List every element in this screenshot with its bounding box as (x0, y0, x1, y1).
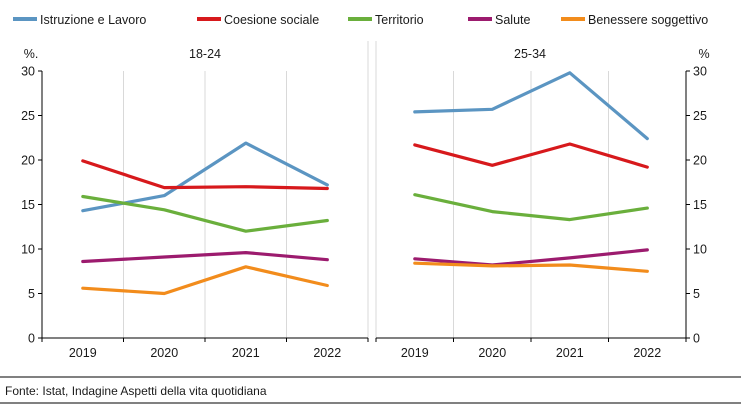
legend: Istruzione e Lavoro Coesione sociale Terri… (13, 13, 708, 27)
y-tick-label: 30 (21, 65, 35, 79)
legend-label-salute: Salute (495, 13, 530, 27)
x-tick-label: 2019 (401, 346, 429, 360)
series-line-coesione-sociale (413, 142, 649, 169)
panel-title: 18-24 (189, 47, 221, 61)
y-tick-label: 0 (693, 332, 700, 346)
y-axis-unit: % (698, 47, 709, 61)
panel-25-34: 0 5 10 15 20 25 30 2019 2020 2021 2022% 25-34 (375, 41, 710, 360)
series-line-benessere-soggettivo (81, 265, 329, 296)
y-axis-unit: %. (24, 47, 39, 61)
x-tick-label: 2021 (556, 346, 584, 360)
y-tick-label: 0 (28, 332, 35, 346)
panel-title: 25-34 (514, 47, 546, 61)
x-tick-label: 2020 (478, 346, 506, 360)
legend-label-benessere-soggettivo: Benessere soggettivo (588, 13, 708, 27)
x-tick-label: 2022 (313, 346, 341, 360)
x-tick-label: 2021 (232, 346, 260, 360)
series-line-territorio (81, 194, 329, 233)
series-line-salute (413, 248, 649, 267)
y-tick-label: 30 (693, 65, 707, 79)
x-tick-label: 2020 (150, 346, 178, 360)
y-tick-label: 15 (21, 198, 35, 212)
y-tick-label: 25 (693, 109, 707, 123)
y-tick-label: 25 (21, 109, 35, 123)
y-tick-label: 20 (693, 154, 707, 168)
y-tick-label: 15 (693, 198, 707, 212)
y-tick-label: 5 (28, 287, 35, 301)
legend-label-coesione-sociale: Coesione sociale (224, 13, 319, 27)
x-tick-label: 2019 (69, 346, 97, 360)
x-tick-label: 2022 (633, 346, 661, 360)
legend-label-territorio: Territorio (375, 13, 424, 27)
panel-18-24: 0 5 10 15 20 25 30 2019 2020 2021 2022%. 18-24 (21, 41, 369, 360)
series-line-benessere-soggettivo (413, 261, 649, 273)
chart-panels: 0 5 10 15 20 25 30 2019 2020 2021 2022%. 18-24 0 5 10 1… (21, 41, 710, 360)
y-tick-label: 10 (693, 243, 707, 257)
y-tick-label: 5 (693, 287, 700, 301)
y-tick-label: 10 (21, 243, 35, 257)
source-note: Fonte: Istat, Indagine Aspetti della vit… (5, 384, 267, 398)
legend-label-istruzione-e-lavoro: Istruzione e Lavoro (40, 13, 146, 27)
series-line-salute (81, 251, 329, 264)
series-line-territorio (413, 193, 649, 222)
y-tick-label: 20 (21, 154, 35, 168)
series-line-istruzione-e-lavoro (413, 71, 649, 141)
series-line-coesione-sociale (81, 159, 329, 191)
